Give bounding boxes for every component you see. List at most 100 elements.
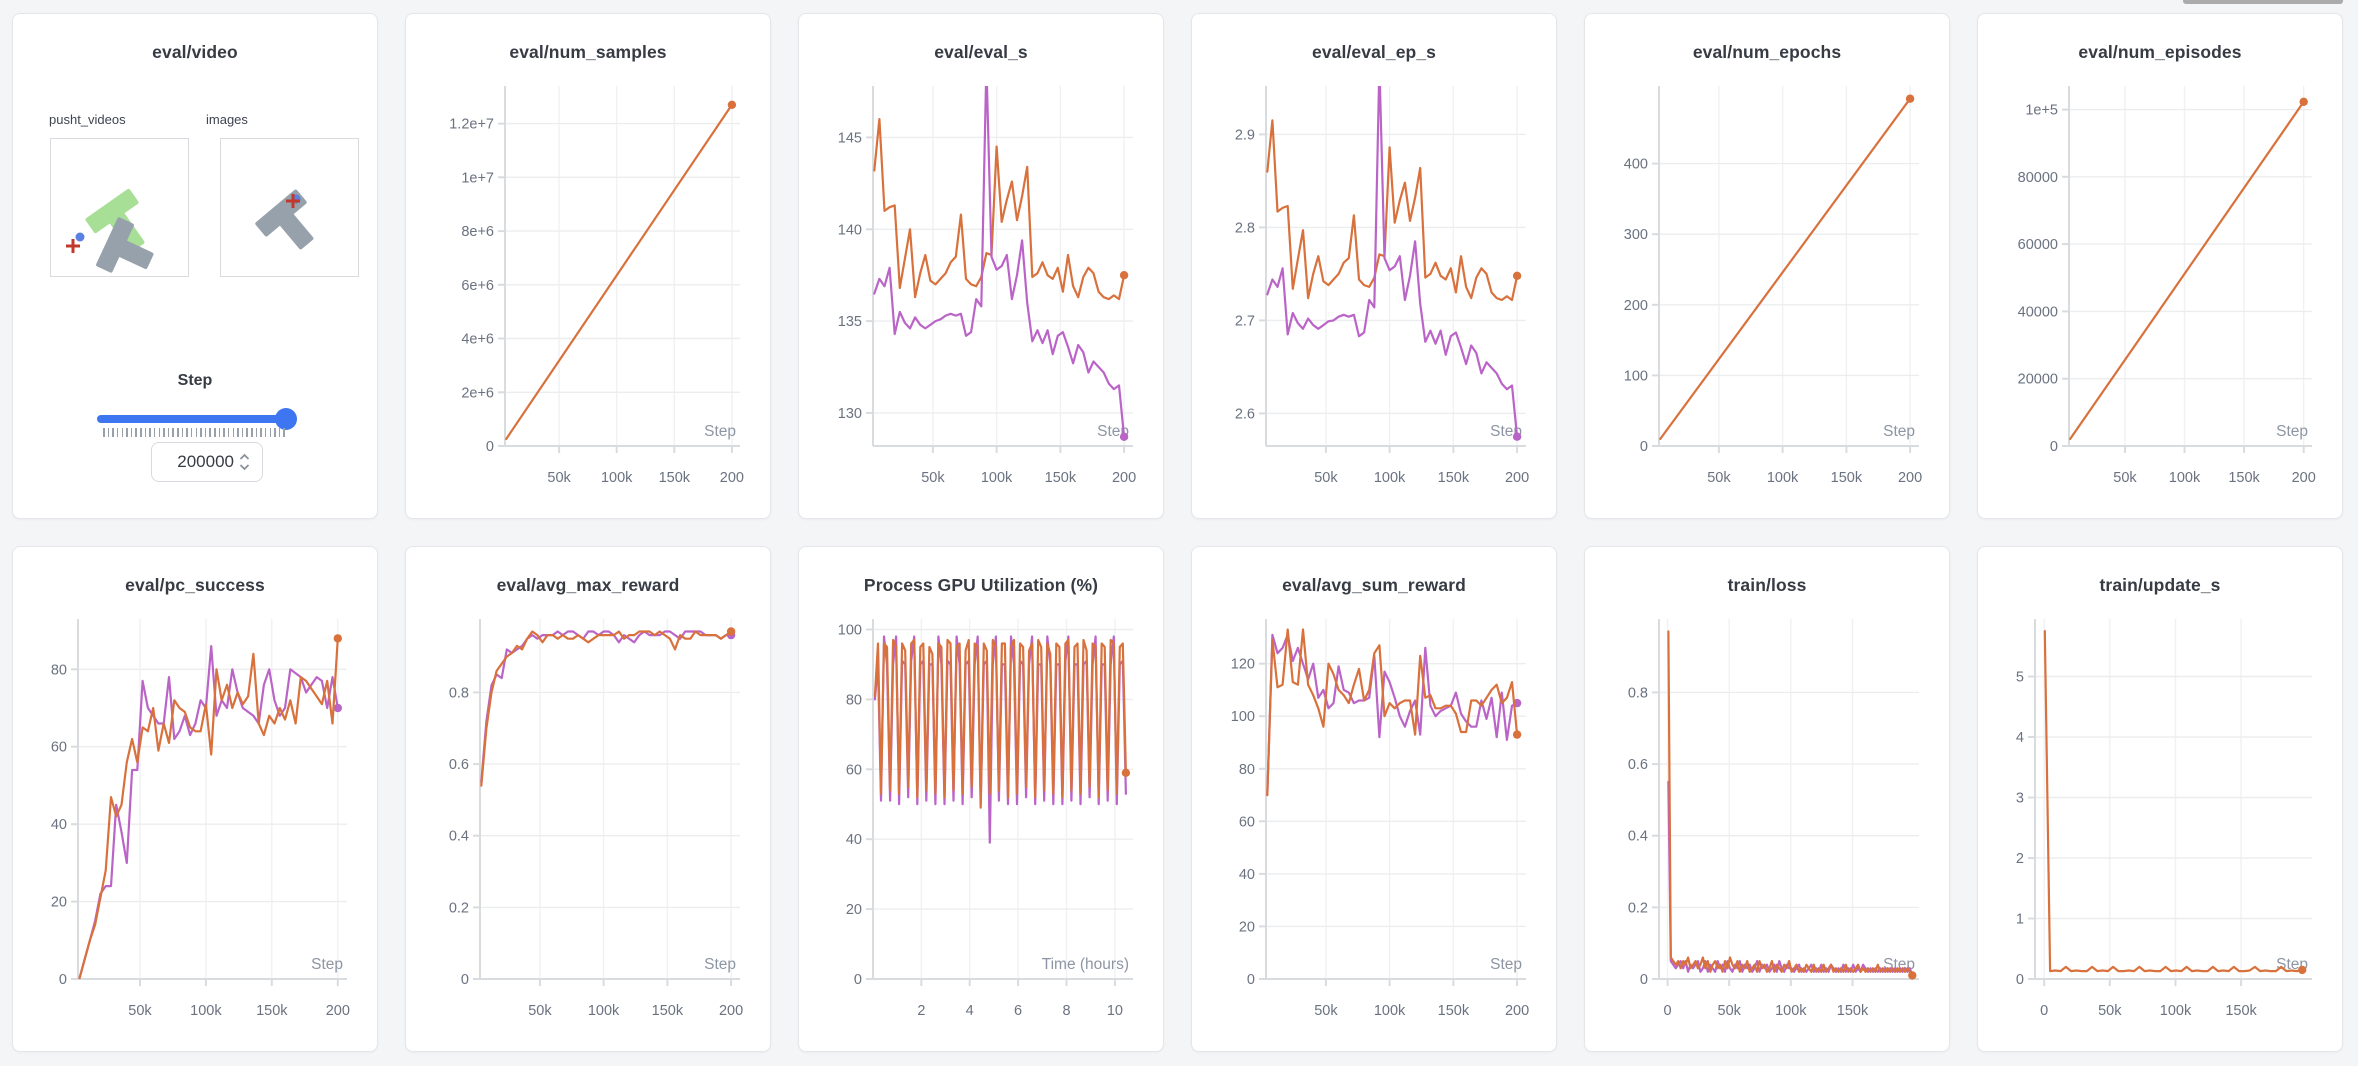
step-slider-thumb[interactable] <box>275 408 297 430</box>
svg-text:100k: 100k <box>2160 1003 2192 1019</box>
media-label-images: images <box>206 112 248 127</box>
svg-text:0: 0 <box>2016 972 2024 988</box>
chart-title: eval/num_samples <box>509 42 667 62</box>
svg-text:6e+6: 6e+6 <box>461 278 494 294</box>
svg-text:40000: 40000 <box>2018 304 2058 320</box>
svg-text:0.6: 0.6 <box>449 757 469 773</box>
svg-text:200: 200 <box>720 470 744 486</box>
svg-text:Step: Step <box>1490 956 1522 973</box>
svg-text:1e+7: 1e+7 <box>461 170 494 186</box>
svg-text:50k: 50k <box>528 1003 552 1019</box>
panel-train-loss: train/loss 0 0.2 0.4 0.6 0.8 0 50k 100k 150k Step <box>1584 546 1950 1052</box>
svg-text:200: 200 <box>1112 470 1136 486</box>
panel-train-update-s: train/update_s 0 1 2 3 4 5 0 50k 100k 150k Step <box>1977 546 2343 1052</box>
line-chart-eval-num-episodes[interactable]: 0 20000 40000 60000 80000 1e+5 50k 100k 150k 200 S… <box>1978 78 2342 514</box>
line-chart-eval-num-samples[interactable]: 0 2e+6 4e+6 6e+6 8e+6 1e+7 1.2e+7 50k 100k 150k 20… <box>406 78 770 514</box>
svg-text:40: 40 <box>1239 867 1255 883</box>
svg-text:400: 400 <box>1624 157 1648 173</box>
chart-title: eval/avg_max_reward <box>496 575 680 595</box>
svg-text:40: 40 <box>51 817 67 833</box>
svg-text:50k: 50k <box>1707 470 1731 486</box>
images-thumbnail[interactable] <box>220 138 359 277</box>
svg-text:100: 100 <box>1624 368 1648 384</box>
panel-eval-eval-s: eval/eval_s 130 135 140 145 50k 100k 150k 200 St… <box>798 13 1164 519</box>
chart-title: eval/num_episodes <box>2078 42 2242 62</box>
step-slider-label: Step <box>177 372 213 389</box>
svg-text:6: 6 <box>1014 1003 1022 1019</box>
panel-gpu-utilization: Process GPU Utilization (%) 0 20 40 60 80 100… <box>798 546 1164 1052</box>
line-chart-eval-num-epochs[interactable]: 0 100 200 300 400 50k 100k 150k 200 Step <box>1585 78 1949 514</box>
target-cross <box>66 239 80 253</box>
svg-text:0.8: 0.8 <box>1628 685 1648 701</box>
panel-title-eval-video: eval/video <box>152 42 238 62</box>
svg-text:140: 140 <box>838 222 862 238</box>
line-chart-train-update-s[interactable]: 0 1 2 3 4 5 0 50k 100k 150k Step <box>1978 611 2342 1047</box>
svg-text:Time (hours): Time (hours) <box>1042 956 1129 973</box>
svg-text:200: 200 <box>326 1003 350 1019</box>
chart-title: eval/num_epochs <box>1692 42 1842 62</box>
svg-text:10: 10 <box>1107 1003 1123 1019</box>
svg-text:150k: 150k <box>1438 1003 1470 1019</box>
svg-text:0: 0 <box>1247 972 1255 988</box>
svg-text:100k: 100k <box>1767 470 1799 486</box>
svg-text:0.2: 0.2 <box>1628 900 1648 916</box>
svg-text:100k: 100k <box>981 470 1013 486</box>
svg-text:2: 2 <box>2016 851 2024 867</box>
panel-eval-avg-max-reward: eval/avg_max_reward 0 0.2 0.4 0.6 0.8 50k 100k… <box>405 546 771 1052</box>
svg-text:0.2: 0.2 <box>449 900 469 916</box>
step-slider[interactable] <box>97 408 297 430</box>
svg-text:2.8: 2.8 <box>1235 220 1255 236</box>
svg-text:150k: 150k <box>2228 470 2260 486</box>
svg-text:0: 0 <box>2050 439 2058 455</box>
line-chart-eval-eval-s[interactable]: 130 135 140 145 50k 100k 150k 200 Step <box>799 78 1163 514</box>
line-chart-eval-avg-max-reward[interactable]: 0 0.2 0.4 0.6 0.8 50k 100k 150k 200 Step <box>406 611 770 1047</box>
line-chart-eval-avg-sum-reward[interactable]: 0 20 40 60 80 100 120 50k 100k 150k 200 Step <box>1192 611 1556 1047</box>
svg-text:60000: 60000 <box>2018 237 2058 253</box>
svg-text:50k: 50k <box>1314 470 1338 486</box>
goal-dot <box>75 232 85 242</box>
chart-title: eval/eval_s <box>934 42 1028 62</box>
chevron-up-icon[interactable] <box>239 453 250 461</box>
svg-text:100k: 100k <box>588 1003 620 1019</box>
svg-text:100: 100 <box>1231 709 1255 725</box>
chart-title: eval/avg_sum_reward <box>1282 575 1466 595</box>
target-cross <box>286 194 300 208</box>
svg-text:40: 40 <box>846 832 862 848</box>
svg-text:60: 60 <box>51 740 67 756</box>
svg-text:Step: Step <box>2276 423 2308 440</box>
svg-text:0: 0 <box>1664 1003 1672 1019</box>
svg-text:200: 200 <box>719 1003 743 1019</box>
line-chart-train-loss[interactable]: 0 0.2 0.4 0.6 0.8 0 50k 100k 150k Step <box>1585 611 1949 1047</box>
svg-text:20: 20 <box>1239 919 1255 935</box>
chevron-down-icon[interactable] <box>239 463 250 471</box>
svg-text:150k: 150k <box>2225 1003 2257 1019</box>
svg-text:2e+6: 2e+6 <box>461 385 494 401</box>
line-chart-eval-pc-success[interactable]: 0 20 40 60 80 50k 100k 150k 200 Step <box>13 611 377 1047</box>
svg-text:150k: 150k <box>652 1003 684 1019</box>
svg-text:150k: 150k <box>256 1003 288 1019</box>
svg-text:135: 135 <box>838 314 862 330</box>
line-chart-eval-eval-ep-s[interactable]: 2.6 2.7 2.8 2.9 50k 100k 150k 200 Step <box>1192 78 1556 514</box>
stepper-chevrons[interactable] <box>239 453 250 471</box>
svg-text:200: 200 <box>1624 298 1648 314</box>
svg-text:0: 0 <box>2040 1003 2048 1019</box>
svg-text:Step: Step <box>311 956 343 973</box>
step-input[interactable] <box>164 452 234 472</box>
svg-text:0.6: 0.6 <box>1628 757 1648 773</box>
scrollbar-fragment[interactable] <box>2183 0 2343 4</box>
svg-text:150k: 150k <box>659 470 691 486</box>
step-input-box[interactable] <box>151 442 263 482</box>
svg-text:0: 0 <box>1640 439 1648 455</box>
pusht-video-thumbnail[interactable] <box>50 138 189 277</box>
svg-text:1e+5: 1e+5 <box>2025 103 2058 119</box>
svg-text:4: 4 <box>2016 730 2024 746</box>
media-label-pusht-videos: pusht_videos <box>49 112 126 127</box>
svg-text:50k: 50k <box>921 470 945 486</box>
svg-text:0: 0 <box>59 972 67 988</box>
images-scene-graphic <box>255 189 314 250</box>
line-chart-gpu-utilization[interactable]: 0 20 40 60 80 100 2 4 6 8 10 Time (hours) <box>799 611 1163 1047</box>
svg-text:150k: 150k <box>1438 470 1470 486</box>
svg-text:8: 8 <box>1062 1003 1070 1019</box>
svg-text:120: 120 <box>1231 657 1255 673</box>
svg-text:300: 300 <box>1624 227 1648 243</box>
